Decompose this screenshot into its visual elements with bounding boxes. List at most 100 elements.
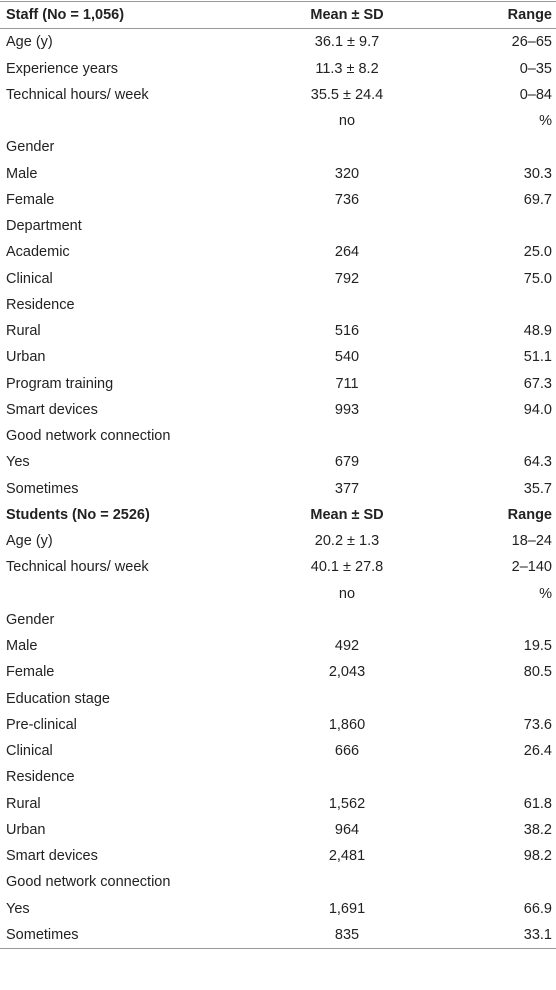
table-cell bbox=[446, 764, 556, 790]
table-cell: 1,562 bbox=[328, 795, 366, 812]
table-row: Age (y) 20.2 ± 1.3 18–24 bbox=[0, 528, 556, 554]
table-cell: 0–84 bbox=[519, 86, 552, 103]
table-cell: 67.3 bbox=[523, 375, 552, 392]
table-cell bbox=[446, 423, 556, 449]
table-row: Pre-clinical 1,860 73.6 bbox=[0, 712, 556, 738]
table-cell: Experience years bbox=[6, 60, 119, 77]
table-cell: Pre-clinical bbox=[6, 716, 77, 733]
table-cell: Students (No = 2526) bbox=[6, 506, 150, 523]
table-row: Sometimes 377 35.7 bbox=[0, 476, 556, 502]
table-cell bbox=[246, 292, 446, 318]
table-cell bbox=[446, 607, 556, 633]
table-cell: 0–35 bbox=[519, 60, 552, 77]
table-cell: Rural bbox=[6, 323, 41, 340]
table-cell: Clinical bbox=[6, 270, 53, 287]
table-cell: Gender bbox=[6, 139, 55, 156]
table-cell: 25.0 bbox=[523, 244, 552, 261]
table-cell: 73.6 bbox=[523, 716, 552, 733]
header-row: Students (No = 2526) Mean ± SD Range bbox=[0, 502, 556, 528]
table-row: Education stage bbox=[0, 686, 556, 712]
table-cell: Staff (No = 1,056) bbox=[0, 1, 246, 30]
table-cell: 540 bbox=[334, 349, 360, 366]
table-cell: 26–65 bbox=[511, 34, 552, 51]
table-row: Age (y) 36.1 ± 9.7 26–65 bbox=[0, 29, 556, 56]
table-cell: Program training bbox=[6, 375, 114, 392]
header-row: Staff (No = 1,056) Mean ± SD Range bbox=[0, 1, 556, 30]
table-cell: 80.5 bbox=[523, 664, 552, 681]
table-cell: Sometimes bbox=[6, 480, 79, 497]
table-row: Technical hours/ week 40.1 ± 27.8 2–140 bbox=[0, 554, 556, 580]
data-table: Staff (No = 1,056) Mean ± SD Range Age (y) 3… bbox=[0, 1, 556, 949]
table-cell: Range bbox=[446, 1, 556, 30]
table-cell: 1,691 bbox=[328, 900, 366, 917]
table-cell: no bbox=[338, 113, 356, 130]
table-body: Staff (No = 1,056) Mean ± SD Range Age (y) 3… bbox=[0, 1, 556, 949]
table-cell: Technical hours/ week bbox=[6, 559, 149, 576]
table-cell: Yes bbox=[6, 900, 30, 917]
table-row: Yes 679 64.3 bbox=[0, 449, 556, 475]
table-cell bbox=[446, 686, 556, 712]
table-cell: 35.7 bbox=[523, 480, 552, 497]
table-cell: 20.2 ± 1.3 bbox=[314, 533, 380, 550]
table-row: Rural 1,562 61.8 bbox=[0, 791, 556, 817]
table-cell bbox=[246, 134, 446, 160]
table-row: Good network connection bbox=[0, 423, 556, 449]
table-cell: Female bbox=[6, 664, 55, 681]
table-row: Residence bbox=[0, 292, 556, 318]
table-cell: 18–24 bbox=[511, 533, 552, 550]
table-cell: 48.9 bbox=[523, 323, 552, 340]
table-cell: 679 bbox=[334, 454, 360, 471]
table-cell: Urban bbox=[6, 821, 46, 838]
table-row: Male 492 19.5 bbox=[0, 633, 556, 659]
table-cell bbox=[246, 213, 446, 239]
table-cell: Mean ± SD bbox=[246, 1, 446, 30]
table-cell: Age (y) bbox=[6, 533, 53, 550]
table-row: Academic 264 25.0 bbox=[0, 239, 556, 265]
table-cell: Age (y) bbox=[6, 34, 53, 51]
table-row: Sometimes 835 33.1 bbox=[0, 922, 556, 949]
table-row: Female 736 69.7 bbox=[0, 187, 556, 213]
table-cell: 792 bbox=[334, 270, 360, 287]
table-cell: Good network connection bbox=[6, 428, 171, 445]
table-row: Female 2,043 80.5 bbox=[0, 659, 556, 685]
table-cell: 993 bbox=[334, 401, 360, 418]
table-cell: 492 bbox=[334, 638, 360, 655]
table-cell: 51.1 bbox=[523, 349, 552, 366]
table-cell: 26.4 bbox=[523, 743, 552, 760]
table-cell: % bbox=[539, 113, 552, 130]
table-cell: Female bbox=[6, 191, 55, 208]
table-row: Yes 1,691 66.9 bbox=[0, 896, 556, 922]
table-cell: 40.1 ± 27.8 bbox=[310, 559, 384, 576]
table-cell: 98.2 bbox=[523, 848, 552, 865]
table-row: Gender bbox=[0, 607, 556, 633]
table-cell: 19.5 bbox=[523, 638, 552, 655]
table-cell: 66.9 bbox=[523, 900, 552, 917]
table-cell: 61.8 bbox=[523, 795, 552, 812]
table-cell: 835 bbox=[334, 926, 360, 943]
table-cell: 94.0 bbox=[523, 401, 552, 418]
table-cell: 1,860 bbox=[328, 716, 366, 733]
table-cell bbox=[446, 292, 556, 318]
table-row: Residence bbox=[0, 764, 556, 790]
table-cell: Yes bbox=[6, 454, 30, 471]
table-cell: 2,481 bbox=[328, 848, 366, 865]
table-cell: 711 bbox=[335, 375, 359, 392]
table-cell: Education stage bbox=[6, 690, 110, 707]
table-cell: 11.3 ± 8.2 bbox=[315, 60, 379, 77]
table-cell bbox=[0, 108, 246, 134]
table-cell: 264 bbox=[334, 244, 360, 261]
table-cell: Male bbox=[6, 165, 38, 182]
table-cell: 377 bbox=[334, 480, 360, 497]
table-cell: % bbox=[539, 585, 552, 602]
table-cell bbox=[446, 213, 556, 239]
table-cell: Range bbox=[507, 506, 552, 523]
table-row: Rural 516 48.9 bbox=[0, 318, 556, 344]
table-cell: Urban bbox=[6, 349, 46, 366]
table-cell bbox=[246, 764, 446, 790]
table-row: Clinical 792 75.0 bbox=[0, 266, 556, 292]
table-cell: Smart devices bbox=[6, 401, 98, 418]
table-cell: 666 bbox=[334, 743, 360, 760]
table-row: no% bbox=[0, 581, 556, 607]
table-row: Gender bbox=[0, 134, 556, 160]
